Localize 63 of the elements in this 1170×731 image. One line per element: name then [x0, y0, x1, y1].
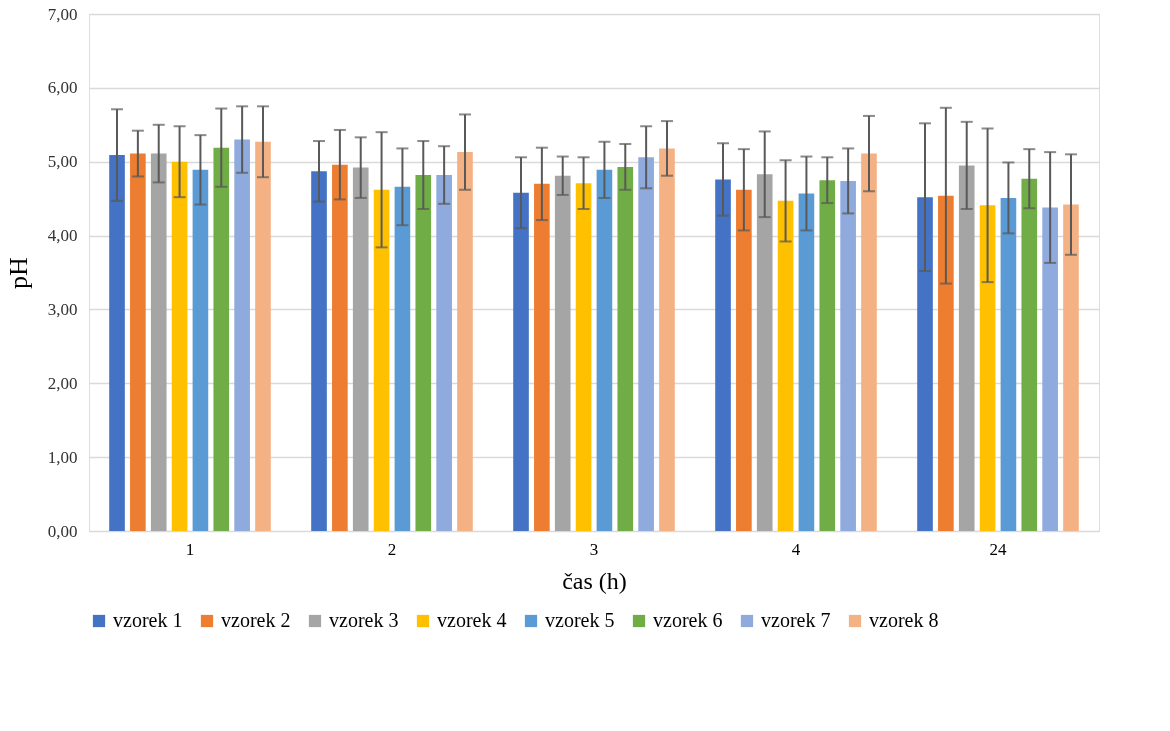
bar [1021, 178, 1038, 531]
y-axis-title: pH [3, 256, 33, 289]
bar [171, 161, 188, 531]
bar [457, 152, 473, 531]
bar [150, 153, 167, 531]
bar [554, 175, 571, 531]
bar [415, 175, 432, 531]
bar [213, 147, 230, 531]
bar [819, 180, 836, 531]
x-tick-label: 24 [989, 539, 1007, 559]
bar [938, 195, 954, 531]
bar [638, 157, 654, 531]
legend-label: vzorek 8 [869, 609, 939, 631]
bar [534, 183, 550, 531]
y-tick-label: 4,00 [47, 226, 78, 246]
bar [311, 171, 327, 531]
bar [513, 192, 529, 531]
bar [840, 180, 856, 531]
bar [617, 166, 634, 531]
x-tick-label: 2 [387, 539, 397, 559]
y-tick-label: 3,00 [47, 299, 78, 319]
bar [394, 186, 411, 531]
bar [192, 169, 209, 531]
y-tick-label: 5,00 [47, 152, 78, 172]
bar [798, 193, 815, 531]
y-tick-label: 6,00 [47, 78, 78, 98]
bar [255, 141, 271, 531]
bar [659, 148, 675, 531]
bar [777, 200, 794, 531]
bar [1063, 204, 1079, 531]
x-tick-label: 1 [185, 539, 195, 559]
x-tick-label: 3 [589, 539, 599, 559]
bar [373, 189, 390, 531]
bar [958, 165, 975, 531]
bar [917, 197, 933, 531]
legend-label: vzorek 2 [221, 609, 291, 631]
y-tick-label: 1,00 [47, 447, 78, 467]
legend-label: vzorek 4 [437, 609, 507, 631]
x-axis-title: čas (h) [562, 567, 627, 594]
y-tick-label: 7,00 [47, 4, 78, 24]
bar [756, 174, 773, 531]
bar [436, 175, 452, 531]
bar [1000, 197, 1017, 531]
legend-label: vzorek 7 [761, 609, 831, 631]
bar [979, 205, 996, 531]
x-tick-label: 4 [791, 539, 801, 559]
bar [575, 183, 592, 531]
y-tick-label: 0,00 [47, 521, 78, 541]
legend-label: vzorek 3 [329, 609, 399, 631]
y-tick-label: 2,00 [47, 373, 78, 393]
bar [736, 189, 752, 531]
bar [1042, 207, 1058, 531]
legend-label: vzorek 1 [113, 609, 183, 631]
bar [109, 155, 125, 531]
bar [332, 164, 348, 531]
legend-label: vzorek 5 [545, 609, 615, 631]
bar [861, 153, 877, 531]
bar [130, 153, 146, 531]
bar [715, 179, 731, 531]
legend-label: vzorek 6 [653, 609, 723, 631]
bar [234, 139, 250, 531]
bar [352, 167, 369, 531]
bar [596, 169, 613, 531]
